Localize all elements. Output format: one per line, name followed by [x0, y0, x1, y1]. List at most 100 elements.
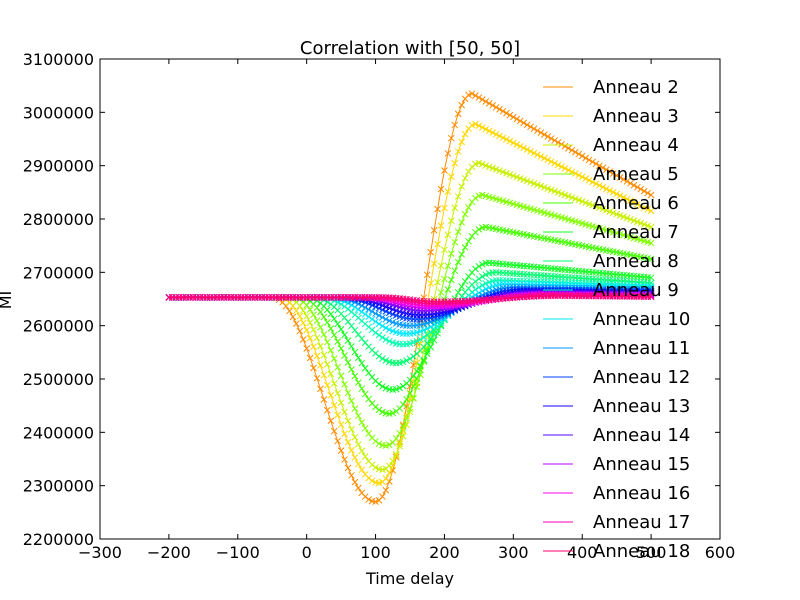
- x-tick-label: 200: [429, 543, 460, 562]
- data-point: [320, 371, 328, 379]
- data-point: [361, 310, 369, 318]
- data-point: [647, 293, 655, 301]
- data-point: [561, 165, 569, 172]
- data-point: [427, 248, 435, 256]
- series-4: [165, 159, 655, 474]
- data-point: [330, 380, 338, 387]
- data-point: [527, 123, 534, 131]
- legend-label: Anneau 17: [593, 512, 690, 533]
- data-point: [365, 306, 373, 313]
- data-point: [489, 129, 497, 136]
- data-point: [396, 429, 404, 437]
- data-point: [358, 359, 366, 367]
- data-point: [458, 183, 466, 190]
- data-point: [596, 204, 603, 212]
- data-point: [589, 178, 596, 186]
- data-point: [334, 389, 342, 397]
- legend-label: Anneau 16: [593, 483, 690, 504]
- data-point: [416, 362, 424, 370]
- data-point: [571, 195, 579, 203]
- x-tick-label: 100: [360, 543, 391, 562]
- data-point: [472, 265, 479, 273]
- data-point: [368, 308, 376, 315]
- data-point: [327, 391, 335, 399]
- data-point: [337, 421, 345, 428]
- data-point: [334, 320, 342, 328]
- data-point: [458, 138, 466, 146]
- y-tick-label: 2700000: [23, 263, 94, 282]
- data-point: [496, 132, 503, 140]
- data-point: [365, 369, 373, 377]
- data-point: [320, 351, 328, 359]
- data-point: [379, 322, 386, 330]
- data-point: [385, 462, 393, 470]
- data-point: [330, 315, 338, 323]
- data-point: [596, 182, 603, 189]
- data-point: [451, 267, 459, 275]
- data-point: [341, 456, 348, 463]
- data-point: [351, 348, 359, 356]
- data-point: [344, 417, 352, 425]
- data-point: [317, 362, 324, 369]
- data-point: [627, 179, 634, 187]
- data-point: [633, 200, 641, 208]
- data-point: [358, 447, 366, 455]
- data-point: [458, 250, 466, 258]
- data-point: [441, 275, 448, 283]
- data-point: [478, 96, 486, 103]
- data-point: [317, 342, 324, 350]
- data-point: [313, 374, 321, 382]
- data-point: [592, 180, 600, 188]
- data-point: [534, 127, 541, 135]
- data-point: [485, 100, 493, 107]
- data-point: [599, 205, 607, 213]
- data-point: [344, 464, 352, 472]
- data-point: [633, 183, 641, 191]
- data-point: [410, 339, 417, 346]
- data-point: [558, 163, 565, 171]
- data-point: [620, 213, 627, 221]
- data-point: [317, 308, 324, 316]
- data-point: [337, 399, 345, 407]
- data-point: [613, 190, 621, 198]
- data-point: [441, 167, 448, 174]
- data-point: [323, 338, 331, 346]
- y-axis-label: MI: [0, 291, 15, 310]
- data-point: [351, 326, 359, 334]
- data-point: [317, 385, 324, 393]
- data-point: [399, 401, 407, 408]
- x-axis: −300 −200 −100 0 100 200 300 400 500 600: [78, 59, 735, 562]
- data-point: [458, 101, 466, 109]
- data-point: [317, 323, 324, 331]
- data-point: [554, 189, 562, 196]
- data-point: [365, 496, 373, 503]
- data-point: [375, 312, 383, 319]
- data-point: [582, 175, 590, 182]
- data-point: [537, 153, 545, 160]
- data-point: [406, 389, 414, 397]
- data-point: [578, 198, 586, 205]
- data-point: [499, 107, 507, 115]
- data-point: [551, 137, 559, 144]
- data-point: [565, 144, 572, 152]
- data-point: [513, 115, 521, 123]
- data-point: [372, 464, 379, 471]
- data-point: [330, 401, 338, 409]
- data-point: [461, 277, 469, 285]
- data-point: [423, 271, 431, 279]
- data-point: [406, 355, 414, 363]
- data-point: [323, 406, 331, 414]
- data-point: [454, 110, 462, 118]
- data-point: [382, 486, 390, 494]
- data-point: [323, 306, 331, 314]
- data-point: [372, 318, 379, 325]
- data-point: [306, 306, 314, 313]
- data-point: [451, 159, 459, 167]
- data-point: [523, 146, 531, 153]
- data-point: [485, 127, 493, 135]
- data-point: [575, 150, 583, 158]
- data-point: [544, 156, 552, 164]
- y-tick-label: 2400000: [23, 423, 94, 442]
- data-point: [430, 331, 438, 338]
